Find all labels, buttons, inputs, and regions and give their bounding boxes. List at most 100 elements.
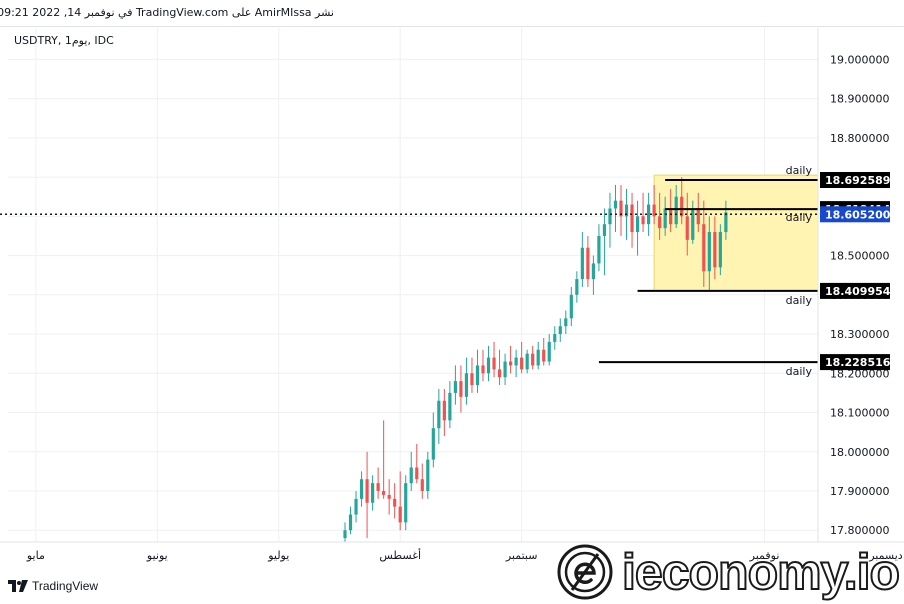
candle-down[interactable] (641, 216, 645, 225)
candle-up[interactable] (404, 483, 408, 523)
tradingview-brand: TradingView (32, 579, 99, 593)
candle-down[interactable] (415, 467, 419, 480)
candle-up[interactable] (707, 232, 711, 272)
level-label: daily (786, 164, 813, 177)
time-tick-label: يوليو (267, 549, 289, 562)
candle-up[interactable] (602, 224, 607, 236)
candle-up[interactable] (359, 479, 364, 499)
price-tick-label: 18.000000 (830, 446, 890, 459)
candle-up[interactable] (569, 294, 573, 319)
last-price-value: 18.605200 (825, 208, 891, 221)
candle-up[interactable] (624, 204, 629, 217)
candle-down[interactable] (470, 373, 474, 386)
time-tick-label: مايو (26, 549, 45, 562)
tradingview-logo[interactable]: TradingView (8, 579, 98, 593)
level-badge (820, 282, 890, 299)
symbol-legend[interactable]: USDTRY, يوم1, IDC (14, 34, 114, 47)
candle-up[interactable] (674, 196, 678, 225)
candle-down[interactable] (393, 498, 397, 507)
candle-down[interactable] (420, 479, 424, 491)
candle-down[interactable] (376, 483, 380, 491)
candle-up[interactable] (608, 208, 612, 225)
candle-up[interactable] (431, 428, 435, 460)
candle-up[interactable] (613, 200, 618, 209)
candle-up[interactable] (564, 318, 568, 327)
candle-up[interactable] (348, 514, 353, 531)
candle-down[interactable] (542, 349, 546, 362)
candle-down[interactable] (509, 361, 513, 366)
candle-down[interactable] (520, 357, 524, 370)
candle-up[interactable] (448, 392, 452, 421)
candle-down[interactable] (630, 204, 634, 233)
candle-down[interactable] (497, 369, 502, 378)
chart-canvas[interactable]: daily daily daily daily 19.000000 18.900000 18… (0, 28, 904, 572)
price-chart[interactable]: daily daily daily daily 19.000000 18.900000 18… (0, 28, 904, 572)
candle-up[interactable] (597, 235, 601, 264)
candle-up[interactable] (426, 459, 430, 491)
candle-down[interactable] (459, 381, 463, 397)
candle-down[interactable] (382, 490, 386, 495)
candle-up[interactable] (663, 208, 667, 229)
candle-up[interactable] (409, 467, 413, 484)
candle-down[interactable] (387, 494, 391, 499)
candle-up[interactable] (514, 357, 518, 366)
candle-down[interactable] (696, 208, 700, 225)
candle-down[interactable] (531, 353, 535, 366)
level-badge (820, 172, 890, 189)
time-tick-label: أغسطس (379, 548, 421, 562)
candle-up[interactable] (503, 361, 507, 378)
candle-up[interactable] (371, 483, 375, 503)
candle-up[interactable] (453, 381, 457, 393)
candle-down[interactable] (702, 224, 706, 272)
candle-down[interactable] (398, 506, 402, 523)
candle-up[interactable] (525, 353, 529, 370)
candle-up[interactable] (437, 400, 441, 429)
level-badge-value: 18.692589 (825, 174, 890, 187)
price-tick-label: 19.000000 (830, 53, 890, 66)
candle-up[interactable] (547, 341, 551, 362)
price-tick-label: 18.100000 (830, 407, 890, 420)
candle-up[interactable] (536, 349, 540, 366)
candle-down[interactable] (586, 247, 590, 280)
candle-down[interactable] (442, 400, 446, 421)
candle-up[interactable] (591, 263, 595, 280)
price-tick-label: 17.800000 (830, 524, 890, 537)
candle-up[interactable] (691, 208, 695, 240)
tradingview-logo-icon (8, 580, 28, 592)
candle-up[interactable] (647, 204, 651, 225)
candle-down[interactable] (619, 200, 623, 217)
time-tick-label: ديسمبر (868, 549, 903, 562)
candle-down[interactable] (481, 365, 485, 374)
candle-down[interactable] (713, 232, 717, 268)
chart-footer: TradingView (0, 572, 904, 604)
time-tick-label: سبتمبر (505, 549, 538, 562)
candle-up[interactable] (558, 326, 562, 335)
candle-down[interactable] (365, 479, 369, 503)
candle-down[interactable] (685, 216, 689, 240)
level-label: daily (786, 294, 813, 307)
level-badge-value: 18.409954 (825, 285, 891, 298)
level-badge-value: 18.228516 (825, 356, 891, 369)
candle-up[interactable] (464, 373, 469, 397)
candle-down[interactable] (669, 208, 673, 225)
range-zone-box[interactable] (653, 174, 819, 292)
price-tick-label: 18.800000 (830, 132, 890, 145)
candle-up[interactable] (724, 212, 728, 233)
candle-down[interactable] (652, 204, 656, 217)
time-axis[interactable] (0, 542, 904, 572)
candle-up[interactable] (580, 247, 584, 280)
candle-up[interactable] (718, 232, 722, 268)
time-tick-label: نوفمبر (749, 549, 780, 562)
candle-up[interactable] (354, 498, 358, 515)
candle-down[interactable] (492, 357, 496, 370)
candle-down[interactable] (680, 196, 684, 217)
candle-up[interactable] (575, 279, 579, 295)
candle-down[interactable] (658, 216, 662, 229)
level-label: daily (786, 365, 813, 378)
price-tick-label: 17.900000 (830, 485, 890, 498)
candle-up[interactable] (343, 530, 347, 539)
candle-up[interactable] (486, 357, 491, 374)
candle-up[interactable] (475, 365, 480, 386)
candle-up[interactable] (553, 334, 557, 342)
candle-up[interactable] (635, 216, 640, 233)
